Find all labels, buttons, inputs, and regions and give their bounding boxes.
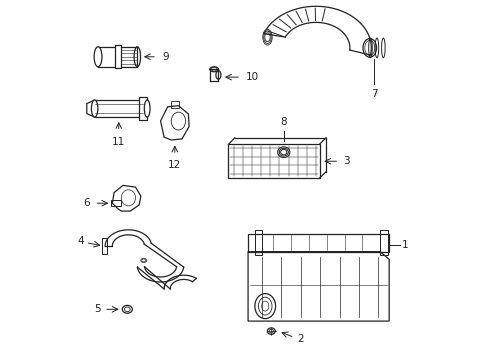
Text: 4: 4 [77, 236, 83, 246]
Bar [138, 97, 147, 120]
Ellipse shape [91, 100, 98, 117]
Text: 9: 9 [162, 52, 169, 62]
Text: 11: 11 [112, 137, 125, 147]
Ellipse shape [94, 47, 102, 67]
Text: 10: 10 [245, 72, 258, 82]
Bar [115, 45, 121, 68]
Text: 7: 7 [370, 89, 377, 99]
Ellipse shape [144, 100, 150, 117]
Bar [95, 100, 142, 117]
Bar [98, 47, 137, 67]
Bar [102, 238, 107, 254]
Text: 12: 12 [168, 159, 181, 170]
Text: 3: 3 [342, 156, 348, 166]
Bar [170, 102, 179, 108]
Bar [115, 45, 121, 68]
Text: 6: 6 [83, 198, 90, 208]
Bar [110, 201, 121, 206]
Bar [228, 144, 319, 178]
Text: 1: 1 [401, 239, 407, 249]
Text: 8: 8 [280, 117, 286, 127]
Bar [138, 97, 147, 120]
Bar [380, 230, 387, 255]
Bar [254, 230, 262, 255]
Text: 2: 2 [296, 334, 303, 344]
Bar [247, 234, 388, 252]
Text: 5: 5 [94, 304, 101, 314]
